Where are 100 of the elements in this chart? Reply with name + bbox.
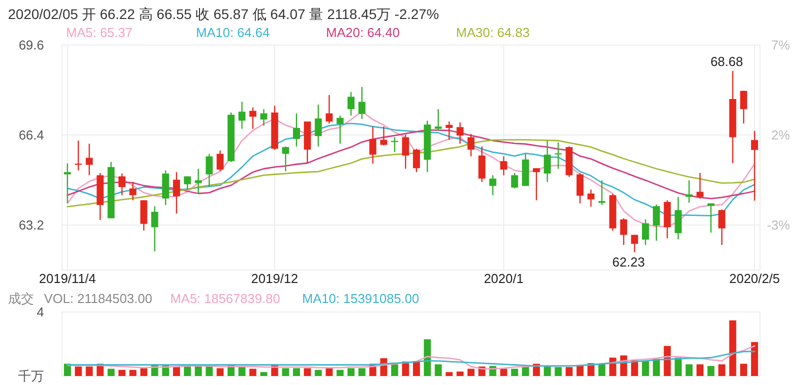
bar bbox=[129, 370, 136, 376]
candlestick bbox=[326, 94, 333, 124]
candlestick bbox=[260, 108, 268, 126]
bar bbox=[642, 360, 649, 376]
bar bbox=[173, 367, 180, 376]
bar bbox=[740, 364, 748, 376]
candlestick bbox=[511, 172, 518, 190]
bar bbox=[348, 368, 355, 376]
x-tick-label: 2019/12 bbox=[251, 271, 298, 286]
bar bbox=[326, 368, 333, 376]
candlestick bbox=[391, 136, 398, 153]
bar bbox=[140, 368, 148, 376]
candlestick bbox=[598, 180, 606, 206]
bar bbox=[74, 366, 82, 376]
candlestick bbox=[478, 146, 486, 183]
candlestick bbox=[587, 188, 594, 208]
text: 4 bbox=[36, 304, 44, 320]
candlestick bbox=[718, 208, 726, 246]
candlestick bbox=[336, 114, 344, 144]
bar bbox=[664, 346, 671, 376]
bar bbox=[696, 364, 704, 376]
candlestick bbox=[696, 172, 704, 200]
candlestick bbox=[380, 126, 388, 146]
candlestick bbox=[686, 180, 693, 204]
bar bbox=[336, 370, 344, 376]
bar bbox=[206, 366, 213, 376]
text: MA10: 64.64 bbox=[196, 25, 270, 40]
candlestick bbox=[206, 153, 213, 188]
candlestick bbox=[544, 140, 551, 183]
candlestick bbox=[620, 218, 628, 246]
candlestick bbox=[434, 108, 442, 132]
bar bbox=[718, 364, 726, 376]
bar bbox=[282, 368, 290, 376]
y2-tick-label: -3% bbox=[766, 218, 790, 232]
chart-title: 2020/02/05 开 66.22 高 66.55 收 65.87 低 64.07 量 2118.45万 -2.27% bbox=[8, 6, 439, 22]
candlestick bbox=[86, 143, 93, 176]
y-tick-label: 63.2 bbox=[18, 218, 44, 232]
annotation: 62.23 bbox=[612, 254, 645, 270]
y-tick-label: 66.4 bbox=[18, 128, 44, 142]
bar bbox=[467, 368, 474, 376]
candlestick bbox=[184, 176, 191, 191]
bar bbox=[238, 366, 246, 376]
bar bbox=[402, 362, 410, 376]
x-tick-label: 2019/11/4 bbox=[39, 271, 96, 286]
bar bbox=[194, 365, 202, 376]
bar bbox=[434, 364, 442, 376]
x-tick-label: 2020/2/5 bbox=[729, 271, 780, 286]
candlestick bbox=[173, 172, 180, 214]
bar bbox=[86, 366, 93, 376]
bar bbox=[598, 364, 606, 376]
bar bbox=[729, 320, 736, 376]
candlestick bbox=[631, 234, 638, 253]
candlestick bbox=[500, 156, 508, 176]
text: 千万 bbox=[18, 368, 44, 384]
bar bbox=[544, 366, 551, 376]
bar bbox=[751, 342, 758, 376]
bar bbox=[686, 364, 693, 376]
text: MA30: 64.83 bbox=[456, 25, 530, 40]
text: MA10: 15391085.00 bbox=[302, 291, 420, 306]
text: VOL: 21184503.00 bbox=[44, 291, 152, 306]
candlestick bbox=[140, 200, 148, 232]
candlestick bbox=[369, 126, 376, 164]
candlestick bbox=[216, 150, 224, 172]
candlestick bbox=[118, 172, 126, 196]
bar bbox=[358, 368, 366, 376]
bar bbox=[412, 362, 420, 376]
candlestick bbox=[532, 168, 540, 201]
bar bbox=[314, 370, 322, 376]
text: MA5: 18567839.80 bbox=[170, 291, 280, 306]
candlestick bbox=[151, 206, 158, 252]
candlestick bbox=[64, 162, 71, 204]
bar bbox=[446, 372, 453, 376]
bar bbox=[184, 366, 191, 376]
candlestick bbox=[402, 134, 410, 170]
candlestick bbox=[282, 146, 290, 172]
bar bbox=[108, 368, 115, 376]
bar bbox=[554, 367, 562, 376]
candlestick bbox=[456, 122, 464, 144]
bar bbox=[456, 372, 464, 376]
bar bbox=[292, 368, 300, 376]
candlestick bbox=[314, 104, 322, 148]
candlestick bbox=[446, 120, 453, 140]
bar bbox=[260, 372, 268, 376]
bar bbox=[652, 358, 660, 376]
candlestick bbox=[707, 202, 714, 234]
bar bbox=[424, 339, 431, 376]
bar bbox=[118, 370, 126, 376]
bar bbox=[391, 364, 398, 376]
candlestick bbox=[751, 130, 758, 202]
candlestick bbox=[576, 172, 584, 204]
bar bbox=[576, 366, 584, 376]
y-axis-title: 成交 bbox=[8, 291, 34, 306]
candlestick bbox=[292, 112, 300, 148]
candlestick bbox=[642, 218, 649, 246]
candlestick bbox=[249, 106, 256, 130]
bar bbox=[249, 368, 256, 376]
candlestick bbox=[740, 90, 748, 124]
candlestick bbox=[412, 148, 420, 173]
bar bbox=[216, 368, 224, 376]
bar bbox=[631, 360, 638, 376]
